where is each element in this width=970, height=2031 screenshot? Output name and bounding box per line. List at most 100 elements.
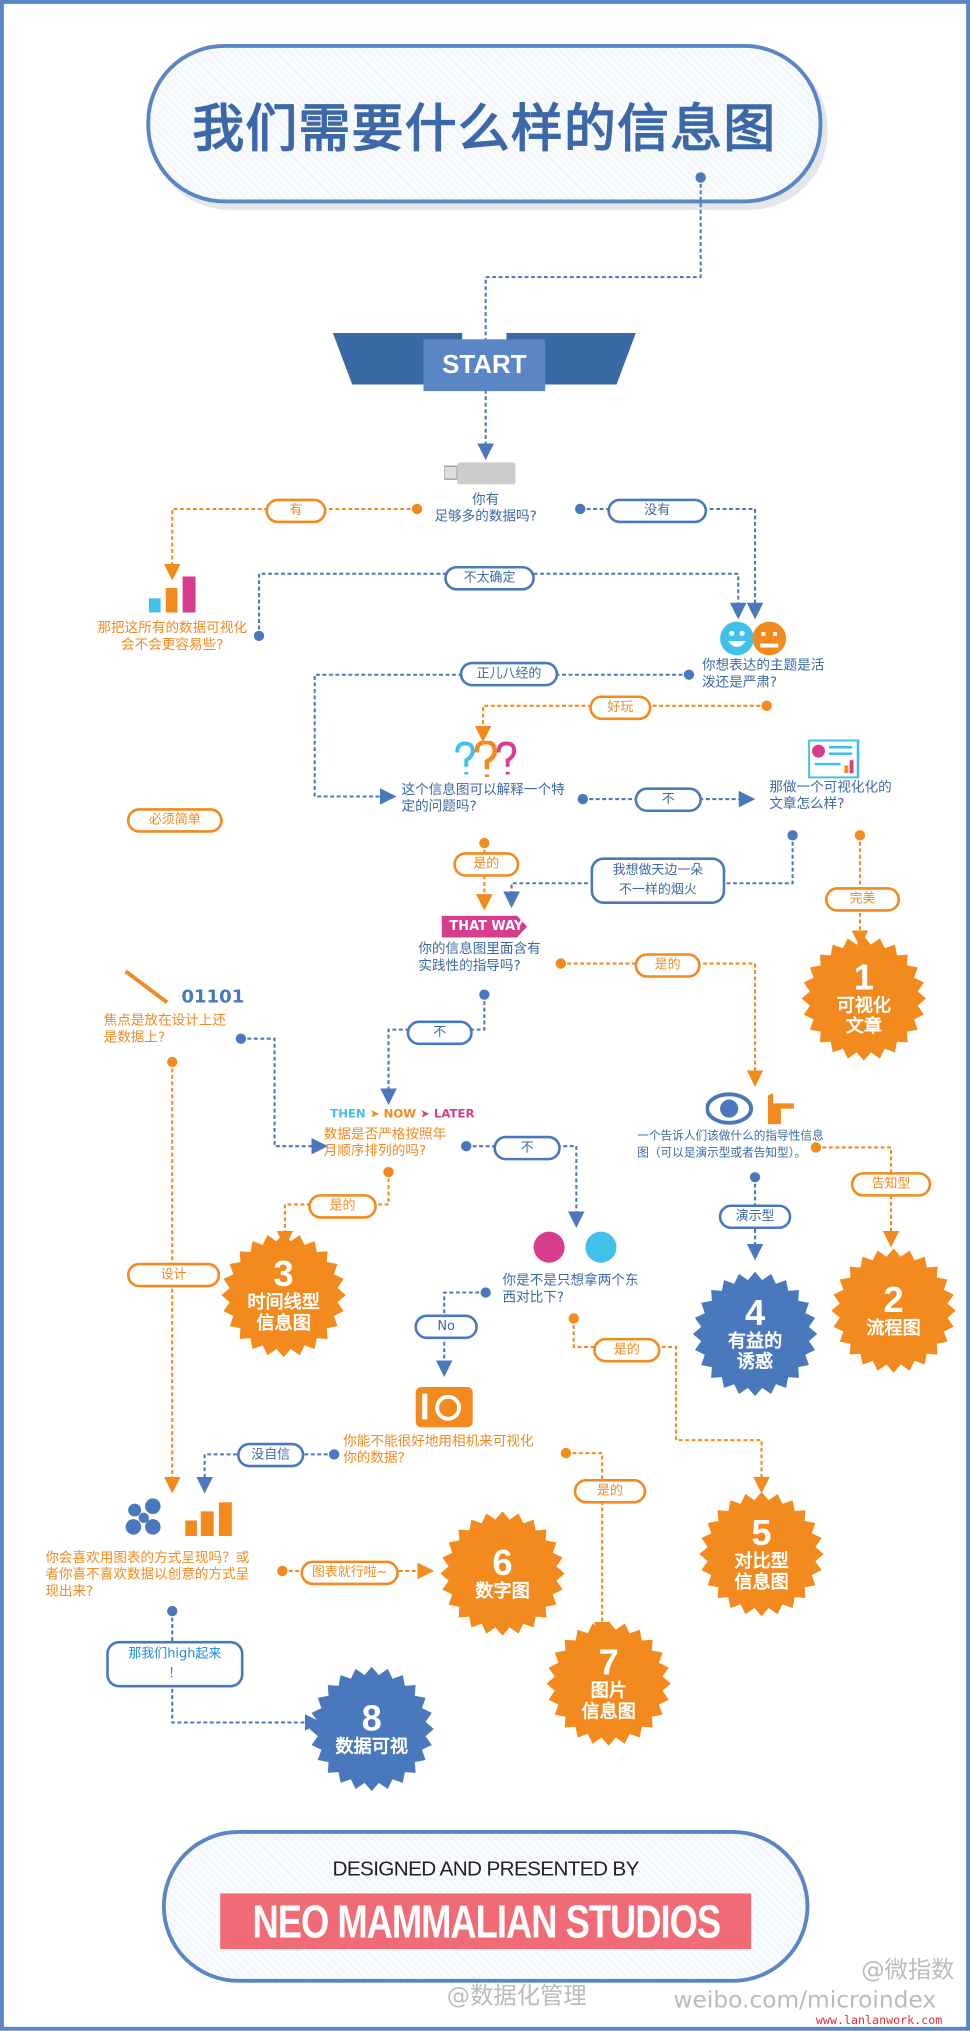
arrow-icon: ➤ [416,1108,435,1122]
connector-line [380,994,486,1105]
pill-yes: 有 [265,498,327,524]
pencil-icon [124,969,169,1004]
connector-dot [577,793,588,805]
connector-line [435,1291,486,1377]
pill-not-1: 不 [634,787,702,813]
connector-dot [167,1605,178,1617]
connector-dot [555,958,566,969]
badge-label: 有益的 诱惑 [727,1331,783,1373]
connector-line [477,177,702,461]
connector-line [196,1453,335,1494]
starburst-shape [801,936,926,1061]
connector-line [474,704,767,743]
studio-name: NEO MAMMALIAN STUDIOS [251,1894,721,1948]
pill-no: 没有 [607,498,708,524]
then-now-later-label: THEN ➤ NOW ➤ LATER [330,1109,474,1123]
connector-dot [411,503,423,515]
connector-line [171,1611,322,1731]
now-label: NOW [383,1108,417,1122]
pill-fun: 好玩 [589,695,652,721]
pill-chart-ok: 图表就行啦~ [300,1560,399,1586]
badge-label: 数据可视 [335,1736,408,1758]
result-badge-4: 4 有益的 诱惑 [692,1271,818,1397]
usb-drive-icon [444,462,516,485]
badge-label: 可视化 文章 [836,995,892,1038]
studio-name-box: NEO MAMMALIAN STUDIOS [220,1893,752,1950]
starburst-shape [546,1621,671,1746]
connector-dot [480,1287,491,1298]
connector-dot [575,503,586,515]
question-marks-icon [455,740,517,778]
result-badge-3: 3 时间线型 信息图 [221,1232,346,1358]
connector-line [240,1037,328,1155]
watermark-data-management: @数据化管理 [446,1982,587,2010]
connector-dot [461,1140,472,1152]
badge-label: 流程图 [866,1318,921,1340]
pill-serious: 正儿八经的 [459,661,559,687]
connector-dot [683,669,695,680]
result-badge-1: 1 可视化 文章 [801,936,926,1061]
connector-dot [787,830,798,841]
badge-label: 时间线型 信息图 [247,1292,320,1334]
badge-label: 对比型 信息图 [734,1551,789,1593]
result-badge-6: 6 数字图 [440,1511,565,1636]
watermark-weibo-url: weibo.com/microindex [673,1986,937,2014]
camera-icon [415,1387,473,1428]
pill-no-confidence: 没自信 [237,1442,305,1468]
result-badge-5: 5 对比型 信息图 [699,1491,824,1617]
badge-label: 图片 信息图 [581,1681,636,1723]
pill-unsure: 不太确定 [444,565,535,591]
question-practical-guide: 你的信息图里面含有 实践性的指导吗? [418,941,541,974]
connector-dot [749,1172,761,1183]
pill-yes-2: 是的 [453,852,520,877]
binary-label: 01101 [181,986,245,1008]
watermark-site: www.lanlanwork.com [815,2015,943,2029]
question-explain-problem: 这个信息图可以解释一个特 定的问题吗? [401,782,565,815]
connector-dot [560,1447,572,1459]
watermark-microindex: @微指数 [861,1956,955,1985]
connector-dot [695,172,706,183]
connector-dot [277,1565,288,1577]
designed-by-label: DESIGNED AND PRESENTED BY [332,1858,640,1881]
question-topic-tone: 你想表达的主题是活 泼还是严肃? [701,657,825,691]
eye-hand-icon [705,1092,794,1125]
happy-serious-faces-icon [720,621,787,656]
pill-design: 设计 [126,1262,221,1288]
badge-number: 4 [744,1292,766,1333]
connector-dot [383,1166,394,1178]
pill-not-3: 不 [493,1135,561,1161]
connector-dot [328,1449,340,1460]
article-icon [808,739,860,779]
pill-simple: 必须简单 [126,808,223,833]
result-badge-2: 2 流程图 [831,1248,956,1373]
result-badge-8: 8 数据可视 [309,1666,434,1792]
connector-line [313,673,689,805]
badge-number: 7 [598,1642,619,1683]
starburst-shape [221,1232,346,1358]
pill-no-en: No [414,1314,478,1340]
pill-yes-6: 是的 [573,1479,647,1504]
question-chart-or-creative: 你会喜欢用图表的方式呈现吗？或 者你喜不喜欢数据以创意的方式呈 现出来? [45,1550,250,1600]
bar-chart-icon [148,576,196,613]
network-icon [125,1498,161,1535]
starburst-shape [699,1491,824,1617]
badge-number: 1 [853,957,874,998]
question-compare-two: 你是不是只想拿两个东 西对比下? [502,1273,639,1306]
connector-dot [253,630,265,642]
pill-yes-5: 是的 [593,1337,661,1363]
starburst-shape [440,1511,565,1636]
connector-dot [235,1033,247,1044]
page-title: 我们需要什么样的信息图 [192,99,777,159]
starburst-shape [309,1666,434,1792]
pill-go-high: 那我们high起来 ！ [106,1640,244,1688]
question-guide-info: 一个告诉人们该做什么的指导性信息 图（可以是演示型或者告知型）。 [637,1130,824,1161]
later-label: LATER [434,1108,475,1122]
result-badge-7: 7 图片 信息图 [546,1621,671,1746]
connector-line [565,1452,611,1639]
connector-line [572,1318,770,1494]
pill-demo: 演示型 [718,1204,792,1230]
pill-yes-4: 是的 [308,1194,377,1219]
question-camera: 你能不能很好地用相机来可视化 你的数据? [343,1433,534,1467]
